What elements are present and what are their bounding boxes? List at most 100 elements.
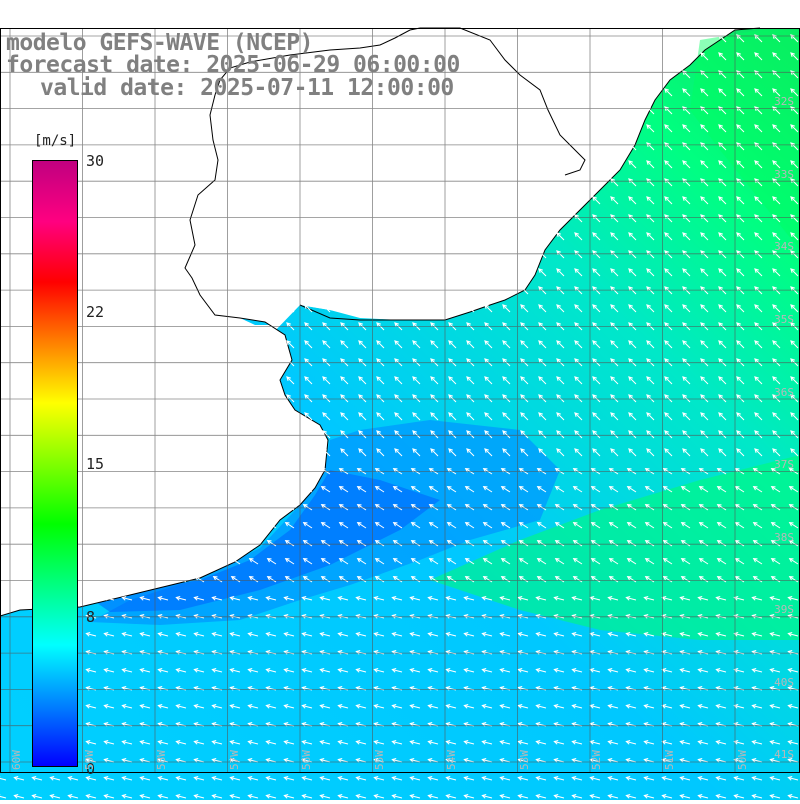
wind-arrow (103, 758, 115, 763)
wind-arrow (466, 430, 475, 439)
wind-arrow (517, 668, 529, 673)
wind-arrow (733, 794, 745, 799)
wind-arrow (754, 142, 763, 151)
wind-arrow (518, 486, 529, 493)
wind-arrow (733, 632, 745, 637)
wind-arrow (715, 704, 727, 709)
wind-arrow (772, 430, 781, 439)
wind-arrow (644, 558, 655, 565)
high-wind-zone-north (690, 30, 800, 250)
wind-arrow (679, 776, 691, 781)
wind-arrow (790, 196, 799, 205)
wind-arrow (157, 704, 169, 709)
lon-label-59w: 59W (83, 750, 96, 770)
wind-arrow (409, 668, 421, 673)
wind-arrow (266, 558, 277, 565)
wind-arrow (0, 776, 7, 781)
wind-arrow (319, 668, 331, 673)
wind-arrow (319, 758, 331, 763)
wind-arrow (574, 268, 583, 277)
wind-arrow (247, 596, 259, 601)
wind-arrow (356, 486, 367, 493)
wind-arrow (736, 196, 745, 205)
wind-arrow (463, 776, 475, 781)
wind-arrow (646, 304, 655, 313)
wind-arrow (247, 758, 259, 763)
wind-arrow (572, 558, 583, 565)
wind-arrow (772, 124, 781, 133)
wind-arrow (682, 268, 691, 277)
wind-arrow (736, 142, 745, 151)
wind-arrow (646, 106, 655, 115)
wind-arrow (679, 668, 691, 673)
wind-arrow (376, 448, 385, 457)
wind-arrow (211, 794, 223, 799)
wind-arrow (319, 704, 331, 709)
wind-arrow (679, 740, 691, 745)
wind-arrow (103, 776, 115, 781)
wind-arrow (428, 558, 439, 565)
wind-arrow (358, 430, 367, 439)
wind-arrow (340, 376, 349, 385)
wind-arrow (355, 758, 367, 763)
wind-arrow (682, 232, 691, 241)
wind-arrow (700, 106, 709, 115)
wind-arrow (265, 758, 277, 763)
wind-arrow (790, 394, 799, 403)
wind-arrow (697, 668, 709, 673)
wind-arrow (304, 394, 313, 403)
wind-arrow (754, 430, 763, 439)
wind-arrow (448, 376, 457, 385)
uruguay-border (420, 27, 586, 176)
wind-arrow (247, 794, 259, 799)
wind-arrow (697, 632, 709, 637)
wind-arrow (716, 558, 727, 565)
wind-arrow (536, 522, 547, 529)
wind-arrow (716, 504, 727, 511)
wind-arrow (446, 540, 457, 547)
wind-arrow (356, 576, 367, 583)
wind-arrow (571, 704, 583, 709)
wind-arrow (139, 632, 151, 637)
wind-arrow (734, 540, 745, 547)
wind-arrow (625, 632, 637, 637)
wind-arrow (662, 558, 673, 565)
wind-arrow (301, 794, 313, 799)
wind-arrow (662, 522, 673, 529)
wind-arrow (464, 540, 475, 547)
wind-arrow (517, 704, 529, 709)
wind-arrow (643, 668, 655, 673)
wind-arrow (662, 504, 673, 511)
wind-arrow (625, 740, 637, 745)
wind-arrow (67, 794, 79, 799)
wind-arrow (646, 142, 655, 151)
wind-arrow (646, 340, 655, 349)
wind-arrow (13, 794, 25, 799)
wind-arrow (715, 596, 727, 601)
wind-arrow (427, 740, 439, 745)
wind-arrow (502, 304, 511, 313)
wind-arrow (574, 340, 583, 349)
lon-label-56w: 56W (300, 750, 313, 770)
wind-arrow (481, 596, 493, 601)
wind-arrow (373, 794, 385, 799)
wind-arrow (682, 160, 691, 169)
lat-label-40s: 40S (774, 676, 794, 689)
wind-arrow (643, 704, 655, 709)
wind-arrow (574, 232, 583, 241)
wind-arrow (628, 448, 637, 457)
wind-arrow (49, 776, 61, 781)
wind-arrow (538, 304, 547, 313)
wind-arrow (248, 558, 259, 565)
wind-arrow (772, 160, 781, 169)
lon-label-58w: 58W (155, 750, 168, 770)
wind-arrow (643, 776, 655, 781)
wind-arrow (320, 486, 331, 493)
wind-arrow (373, 776, 385, 781)
wind-arrow (790, 106, 799, 115)
wind-arrow (482, 486, 493, 493)
wind-arrow (302, 486, 313, 493)
wind-arrow (283, 794, 295, 799)
wind-arrow (734, 558, 745, 565)
wind-arrow (538, 376, 547, 385)
